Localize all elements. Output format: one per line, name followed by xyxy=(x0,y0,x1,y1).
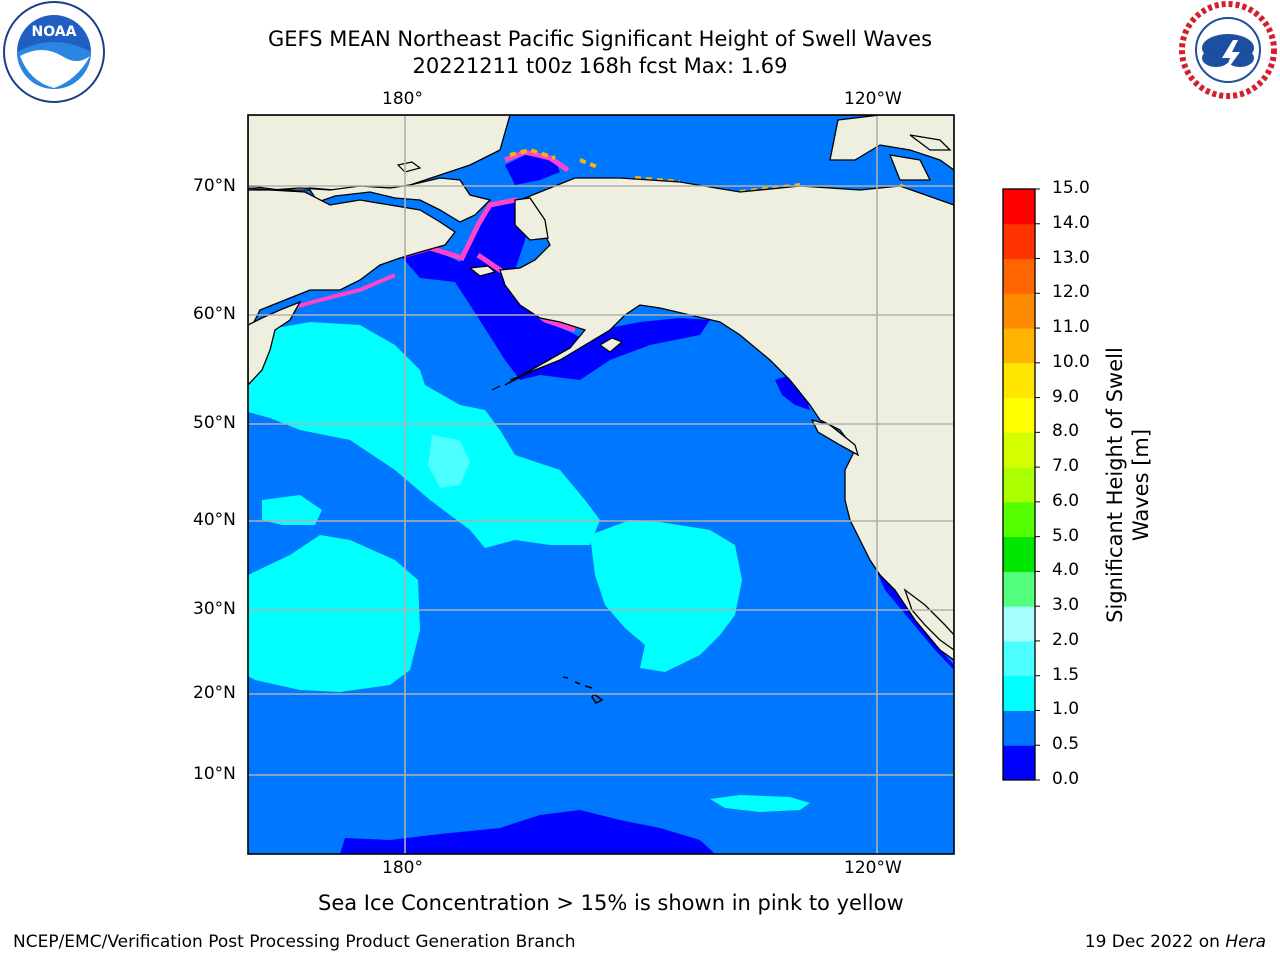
host-name: Hera xyxy=(1225,932,1266,952)
colorbar-tick-label: 13.0 xyxy=(1052,247,1090,268)
colorbar-bin xyxy=(1003,258,1035,294)
low-swell-bering xyxy=(400,200,585,380)
lat-label-30n: 30°N xyxy=(193,599,236,619)
colorbar-bin xyxy=(1003,397,1035,433)
low-swell-equator xyxy=(340,810,715,854)
colorbar-bin xyxy=(1003,293,1035,329)
lat-label-50n: 50°N xyxy=(193,413,236,433)
colorbar-frame xyxy=(1002,188,1036,781)
colorbar-tick-label: 8.0 xyxy=(1052,421,1080,442)
land-seward xyxy=(514,197,549,241)
land-aleutians xyxy=(491,376,519,391)
lon-label-top-120w: 120°W xyxy=(844,89,902,109)
swell-region-southwest xyxy=(248,535,420,692)
swell-region-north xyxy=(248,322,600,548)
colorbar-tick-label: 1.5 xyxy=(1052,664,1080,685)
lon-label-top-180: 180° xyxy=(382,89,423,109)
colorbar-bin xyxy=(1003,223,1035,260)
colorbar-bin xyxy=(1003,189,1035,225)
low-swell-coast-bc xyxy=(775,375,810,410)
colorbar-title-line2: Waves [m] xyxy=(1129,428,1153,542)
land-alaska xyxy=(499,177,954,661)
colorbar-title: Significant Height of Swell Waves [m] xyxy=(1102,320,1154,650)
low-swell-gulf xyxy=(540,318,710,380)
noaa-logo: NOAA xyxy=(3,1,105,103)
colorbar-bin xyxy=(1003,432,1035,468)
colorbar-tick-label: 0.0 xyxy=(1052,769,1080,789)
colorbar-bin xyxy=(1003,467,1035,503)
land-canada-north xyxy=(829,115,954,171)
colorbar-tick-label: 0.5 xyxy=(1052,734,1080,755)
sea-ice-note: Sea Ice Concentration > 15% is shown in … xyxy=(318,891,904,915)
colorbar-tick-label: 1.0 xyxy=(1052,699,1080,720)
colorbar-bin xyxy=(1003,710,1035,746)
land-wrangel xyxy=(396,161,422,173)
lon-label-bottom-120w: 120°W xyxy=(844,858,902,878)
colorbar-tick-label: 14.0 xyxy=(1052,212,1090,233)
colorbar-bin xyxy=(1003,745,1035,781)
graticule xyxy=(248,115,954,854)
land-kamchatka xyxy=(248,300,302,386)
land-kodiak xyxy=(598,337,624,353)
colorbar-tick-label: 11.0 xyxy=(1052,317,1090,338)
swell-region-equatorial xyxy=(710,795,810,812)
colorbar-bin xyxy=(1003,501,1035,538)
colorbar xyxy=(1003,188,1040,781)
swell-region-small xyxy=(262,495,322,525)
land-baja xyxy=(903,588,954,651)
low-swell-norton xyxy=(505,155,560,185)
colorbar-tick-label: 15.0 xyxy=(1052,178,1090,198)
lat-label-20n: 20°N xyxy=(193,683,236,703)
land-arctic-islands xyxy=(888,134,952,181)
colorbar-tick-label: 7.0 xyxy=(1052,456,1080,477)
swell-region-lighter xyxy=(428,435,470,488)
run-date: 19 Dec 2022 on Hera xyxy=(1085,932,1266,952)
colorbar-bin xyxy=(1003,362,1035,399)
run-date-text: 19 Dec 2022 on xyxy=(1084,932,1226,952)
sea-ice-chukchi xyxy=(504,149,570,173)
colorbar-bin xyxy=(1003,640,1035,677)
colorbar-tick-label: 9.0 xyxy=(1052,386,1080,407)
lat-label-10n: 10°N xyxy=(193,764,236,784)
land-chukotka xyxy=(248,177,492,223)
colorbar-tick-label: 5.0 xyxy=(1052,525,1080,546)
lat-label-40n: 40°N xyxy=(193,510,236,530)
lon-label-bottom-180: 180° xyxy=(382,858,423,878)
land-hawaii xyxy=(562,676,604,704)
colorbar-title-line1: Significant Height of Swell xyxy=(1103,347,1127,623)
colorbar-bin xyxy=(1003,328,1035,364)
lat-label-70n: 70°N xyxy=(193,176,236,196)
colorbar-tick-label: 12.0 xyxy=(1052,282,1090,303)
colorbar-tick-label: 10.0 xyxy=(1052,351,1090,372)
colorbar-bin xyxy=(1003,571,1035,607)
credit-text: NCEP/EMC/Verification Post Processing Pr… xyxy=(13,932,576,952)
colorbar-bin xyxy=(1003,675,1035,711)
map-frame xyxy=(247,114,955,855)
swell-region-central xyxy=(590,520,742,672)
land-vancouver-island xyxy=(810,418,860,457)
colorbar-tick-label: 3.0 xyxy=(1052,595,1080,616)
lat-label-60n: 60°N xyxy=(193,304,236,324)
land-siberia-south xyxy=(248,189,456,361)
colorbar-tick-label: 6.0 xyxy=(1052,490,1080,511)
colorbar-tick-label: 4.0 xyxy=(1052,560,1080,581)
colorbar-bin xyxy=(1003,536,1035,572)
nws-logo xyxy=(1179,1,1277,99)
svg-text:NOAA: NOAA xyxy=(32,24,77,40)
colorbar-bin xyxy=(1003,606,1035,642)
chart-title: GEFS MEAN Northeast Pacific Significant … xyxy=(267,27,933,51)
land-st-lawrence xyxy=(468,265,497,277)
chart-subtitle: 20221211 t00z 168h fcst Max: 1.69 xyxy=(412,54,788,78)
colorbar-tick-label: 2.0 xyxy=(1052,629,1080,650)
